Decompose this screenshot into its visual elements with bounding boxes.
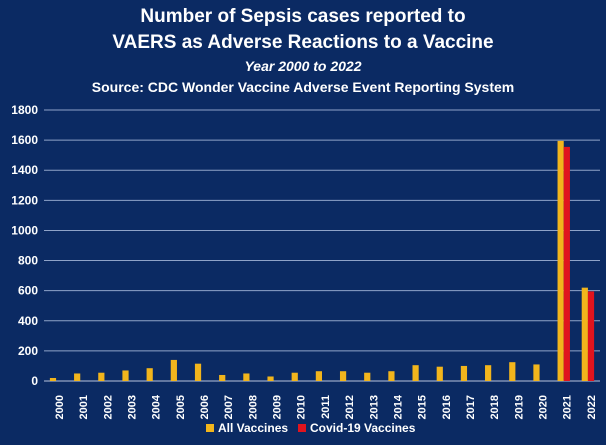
bar-all-vaccines [315,371,322,381]
x-tick-label: 2005 [175,395,187,419]
y-tick-label: 400 [18,314,38,328]
x-tick-label: 2003 [127,395,139,419]
x-tick-label: 2004 [151,394,163,419]
y-tick-label: 1800 [11,103,38,117]
bar-all-vaccines [533,364,540,381]
bar-all-vaccines [460,365,468,381]
y-tick-label: 0 [31,374,38,388]
x-tick-label: 2015 [417,395,429,419]
x-tick-label: 2002 [102,395,114,419]
x-tick-label: 2012 [344,395,356,419]
x-tick-label: 2019 [513,395,525,419]
legend-swatch [298,424,306,432]
x-tick-label: 2007 [223,395,235,419]
x-tick-label: 2008 [247,395,259,419]
bar-all-vaccines [412,365,419,381]
bar-all-vaccines [339,371,347,381]
bar-all-vaccines [267,376,274,381]
bar-all-vaccines [219,374,226,381]
bar-all-vaccines [146,368,153,381]
y-tick-label: 600 [18,284,38,298]
bar-all-vaccines [291,372,298,381]
bar-all-vaccines [243,373,250,381]
bar-covid19-vaccines [563,146,570,381]
x-tick-label: 2000 [54,395,66,419]
y-tick-label: 200 [18,344,38,358]
chart-subtitle: Year 2000 to 2022 [244,58,362,74]
chart-title-line-1: Number of Sepsis cases reported to [140,6,466,27]
bar-all-vaccines [364,372,371,381]
bar-all-vaccines [194,363,202,381]
bar-all-vaccines [98,372,105,381]
bar-covid19-vaccines [587,291,595,381]
bar-all-vaccines [49,377,57,381]
y-tick-label: 800 [18,254,38,268]
bar-all-vaccines [436,366,443,381]
y-tick-label: 1400 [11,163,38,177]
y-tick-label: 1200 [11,193,38,207]
legend-label: All Vaccines [218,421,288,435]
bar-all-vaccines [581,287,588,381]
bar-all-vaccines [74,373,81,381]
y-tick-label: 1600 [11,133,38,147]
x-tick-label: 2001 [78,395,90,419]
bar-all-vaccines [557,140,564,381]
x-tick-label: 2006 [199,395,211,419]
x-tick-label: 2011 [320,395,332,419]
chart-source: Source: CDC Wonder Vaccine Adverse Event… [91,79,515,95]
bar-all-vaccines [170,359,177,381]
x-tick-label: 2022 [586,395,598,419]
legend-swatch [206,424,214,432]
x-tick-label: 2020 [537,395,549,419]
x-tick-label: 2010 [296,395,308,419]
chart-title-line-2: VAERS as Adverse Reactions to a Vaccine [112,32,494,53]
legend-label: Covid-19 Vaccines [310,421,416,435]
bar-all-vaccines [509,362,516,381]
bar-all-vaccines [388,371,395,381]
x-tick-label: 2014 [392,394,404,419]
x-tick-label: 2013 [368,395,380,419]
x-tick-label: 2018 [489,395,501,419]
y-tick-label: 1000 [11,223,38,237]
bar-all-vaccines [122,370,129,381]
x-tick-label: 2021 [562,395,574,419]
bar-all-vaccines [485,365,492,381]
x-tick-label: 2017 [465,395,477,419]
x-tick-label: 2009 [272,395,284,419]
x-tick-label: 2016 [441,395,453,419]
